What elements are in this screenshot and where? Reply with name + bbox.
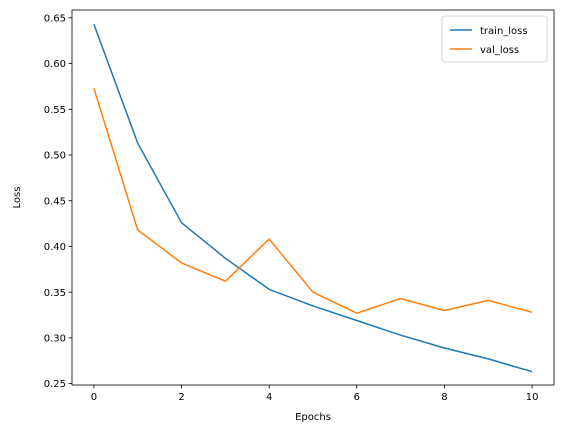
y-tick-label: 0.40 [44, 242, 66, 253]
y-axis-label: Loss [12, 187, 23, 209]
x-tick-label: 8 [441, 392, 447, 403]
y-tick-label: 0.65 [44, 13, 66, 24]
x-tick-label: 0 [91, 392, 97, 403]
x-tick-label: 2 [178, 392, 184, 403]
x-tick-label: 4 [266, 392, 272, 403]
x-axis-label: Epochs [295, 412, 331, 423]
y-axis-ticks: 0.25 0.30 0.35 0.40 0.45 0.50 0.55 0.60 0.65 [44, 13, 72, 390]
y-tick-label: 0.25 [44, 379, 66, 390]
y-tick-label: 0.50 [44, 151, 66, 162]
x-tick-label: 6 [354, 392, 360, 403]
x-axis-ticks: 0 2 4 6 8 10 [91, 385, 539, 403]
series-line-train-loss [93, 23, 533, 373]
legend-box [441, 15, 548, 63]
x-tick-label: 10 [526, 392, 539, 403]
y-tick-label: 0.55 [44, 105, 66, 116]
axes-frame [71, 9, 555, 386]
series-layer [93, 23, 533, 373]
legend-label: val_loss [480, 45, 519, 56]
y-tick-label: 0.30 [44, 333, 66, 344]
y-tick-label: 0.60 [44, 59, 66, 70]
y-tick-label: 0.35 [44, 288, 66, 299]
legend: train_loss val_loss [441, 15, 548, 63]
series-line-val-loss [93, 87, 533, 314]
legend-label: train_loss [480, 26, 528, 37]
y-tick-label: 0.45 [44, 196, 66, 207]
